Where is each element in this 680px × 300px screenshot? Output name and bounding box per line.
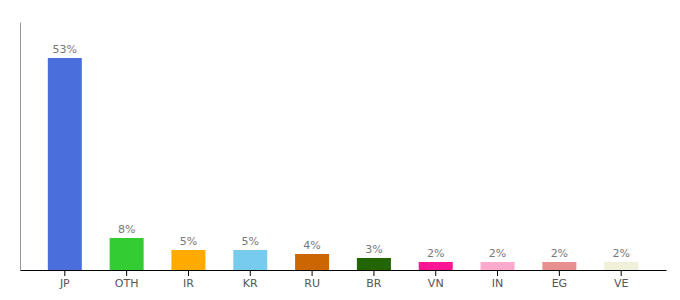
bars xyxy=(48,58,638,270)
x-tick: JP xyxy=(59,270,70,290)
data-label: 53% xyxy=(53,43,77,56)
x-tick-label: KR xyxy=(243,277,258,290)
x-tick-label: BR xyxy=(366,277,382,290)
x-axis: JP OTH IR KR RU BR VN IN EG VE xyxy=(21,270,667,290)
x-tick: IR xyxy=(183,270,194,290)
x-tick-label: IR xyxy=(183,277,194,290)
x-tick: EG xyxy=(552,270,567,290)
plot-area: JP OTH IR KR RU BR VN IN EG VE 53% 8% 5% 5% 4% 3% 2% 2% 2%… xyxy=(21,23,667,290)
x-tick-label: RU xyxy=(304,277,320,290)
bar xyxy=(48,58,82,270)
x-tick: BR xyxy=(366,270,382,290)
x-tick-label: OTH xyxy=(115,277,139,290)
x-tick-mark xyxy=(250,270,251,276)
x-tick: VE xyxy=(614,270,629,290)
bar xyxy=(419,262,453,270)
chart-svg: JP OTH IR KR RU BR VN IN EG VE 53% 8% 5% 5% 4% 3% 2% 2% 2%… xyxy=(0,0,680,300)
x-tick: VN xyxy=(428,270,444,290)
x-axis-line xyxy=(21,270,667,271)
x-tick-mark xyxy=(64,270,65,276)
chart-container: JP OTH IR KR RU BR VN IN EG VE 53% 8% 5% 5% 4% 3% 2% 2% 2%… xyxy=(0,0,680,300)
x-tick-mark xyxy=(188,270,189,276)
x-tick: IN xyxy=(492,270,503,290)
x-tick-mark xyxy=(126,270,127,276)
bar xyxy=(604,262,638,270)
bar xyxy=(110,238,144,270)
bar xyxy=(171,250,205,270)
bar xyxy=(357,258,391,270)
x-tick-label: VE xyxy=(614,277,629,290)
data-label: 2% xyxy=(612,247,629,260)
data-label: 2% xyxy=(489,247,506,260)
x-tick-label: VN xyxy=(428,277,444,290)
bar xyxy=(542,262,576,270)
x-tick-label: JP xyxy=(59,277,70,290)
x-tick: OTH xyxy=(115,270,139,290)
data-label: 8% xyxy=(118,223,135,236)
x-tick-mark xyxy=(621,270,622,276)
bar xyxy=(233,250,267,270)
data-label: 3% xyxy=(365,243,382,256)
data-label: 2% xyxy=(551,247,568,260)
x-tick-mark xyxy=(312,270,313,276)
x-tick: RU xyxy=(304,270,320,290)
bar xyxy=(295,254,329,270)
data-label: 5% xyxy=(180,235,197,248)
data-label: 5% xyxy=(242,235,259,248)
x-tick-mark xyxy=(373,270,374,276)
x-tick: KR xyxy=(243,270,258,290)
y-axis-line xyxy=(20,23,21,271)
data-label: 2% xyxy=(427,247,444,260)
x-tick-label: EG xyxy=(552,277,567,290)
data-labels: 53% 8% 5% 5% 4% 3% 2% 2% 2% 2% xyxy=(53,43,630,260)
x-tick-mark xyxy=(559,270,560,276)
data-label: 4% xyxy=(303,239,320,252)
y-axis xyxy=(20,23,21,271)
x-tick-mark xyxy=(497,270,498,276)
x-tick-mark xyxy=(435,270,436,276)
bar xyxy=(481,262,515,270)
x-tick-label: IN xyxy=(492,277,503,290)
